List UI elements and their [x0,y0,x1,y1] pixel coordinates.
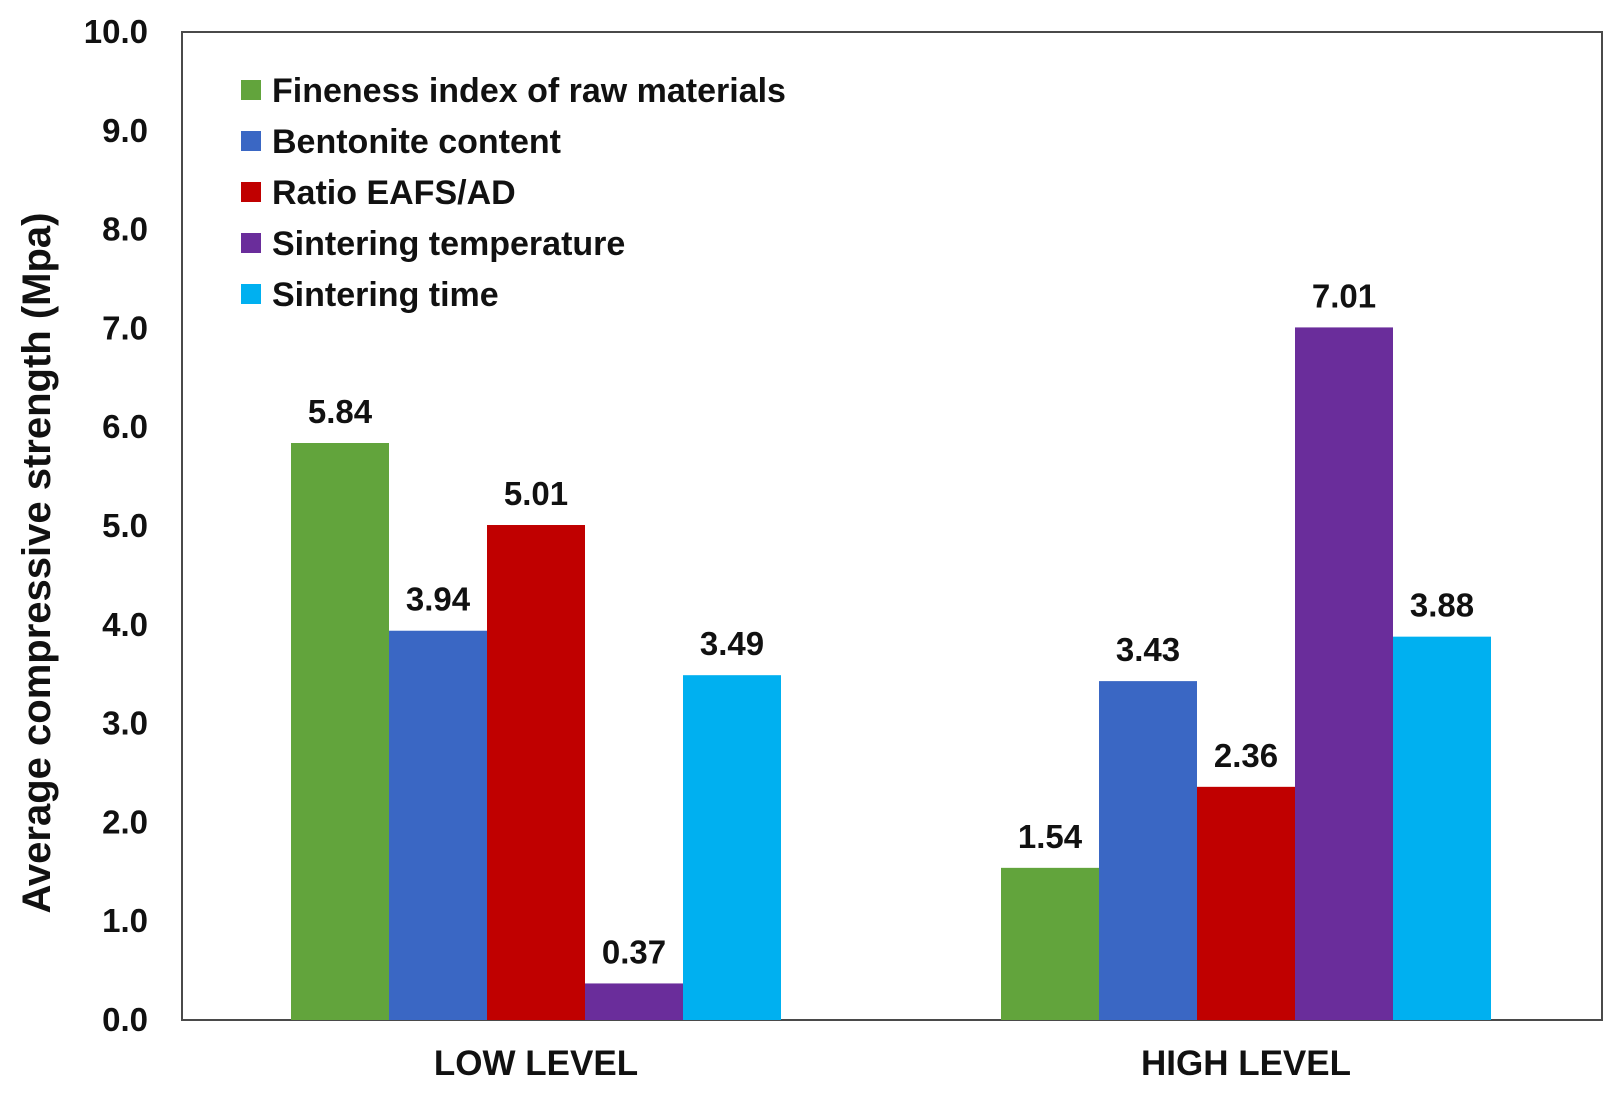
y-tick-label: 3.0 [102,705,148,742]
y-tick-label: 9.0 [102,112,148,149]
legend-label: Sintering temperature [272,225,625,263]
y-tick-label: 7.0 [102,309,148,346]
bar [487,525,585,1020]
legend-swatch [241,131,261,151]
y-tick-label: 5.0 [102,507,148,544]
y-tick-label: 4.0 [102,606,148,643]
bar [1393,636,1491,1020]
y-tick-label: 0.0 [102,1001,148,1038]
x-axis-categories: LOW LEVEL HIGH LEVEL [434,1044,1351,1083]
y-axis-ticks: 0.0 1.0 2.0 3.0 4.0 5.0 6.0 7.0 8.0 9.0 10.0 [84,13,148,1038]
data-label: 5.01 [504,475,568,512]
legend-swatch [241,284,261,304]
data-label: 0.37 [602,933,666,970]
legend-swatch [241,233,261,253]
y-axis-title: Average compressive strength (Mpa) [15,213,59,914]
bar [683,675,781,1020]
data-label: 2.36 [1214,737,1278,774]
bar [291,443,389,1020]
data-label: 5.84 [308,393,373,430]
bars-group [291,327,1491,1020]
data-label: 3.88 [1410,587,1474,624]
bar [389,630,487,1020]
data-label: 3.94 [406,581,471,618]
legend-swatch [241,182,261,202]
legend-label: Fineness index of raw materials [272,72,786,110]
data-label: 3.49 [700,625,764,662]
bar [585,983,683,1020]
y-tick-label: 8.0 [102,211,148,248]
legend-label: Ratio EAFS/AD [272,174,516,212]
data-label: 1.54 [1018,818,1083,855]
bar [1295,327,1393,1020]
y-tick-label: 10.0 [84,13,148,50]
x-category-label: LOW LEVEL [434,1044,638,1083]
legend: Fineness index of raw materials Bentonite… [241,72,786,314]
legend-swatch [241,80,261,100]
legend-label: Bentonite content [272,123,561,161]
bar [1001,867,1099,1020]
x-category-label: HIGH LEVEL [1141,1044,1351,1083]
data-labels-group: 5.84 3.94 5.01 0.37 3.49 1.54 3.43 2.36 7.01 3.88 [308,277,1474,970]
bar [1099,681,1197,1020]
bar [1197,786,1295,1020]
plot-area-frame [181,31,1603,1021]
y-tick-label: 6.0 [102,408,148,445]
y-tick-label: 2.0 [102,803,148,840]
data-label: 3.43 [1116,631,1180,668]
legend-label: Sintering time [272,276,499,314]
data-label: 7.01 [1312,277,1376,314]
y-tick-label: 1.0 [102,902,148,939]
